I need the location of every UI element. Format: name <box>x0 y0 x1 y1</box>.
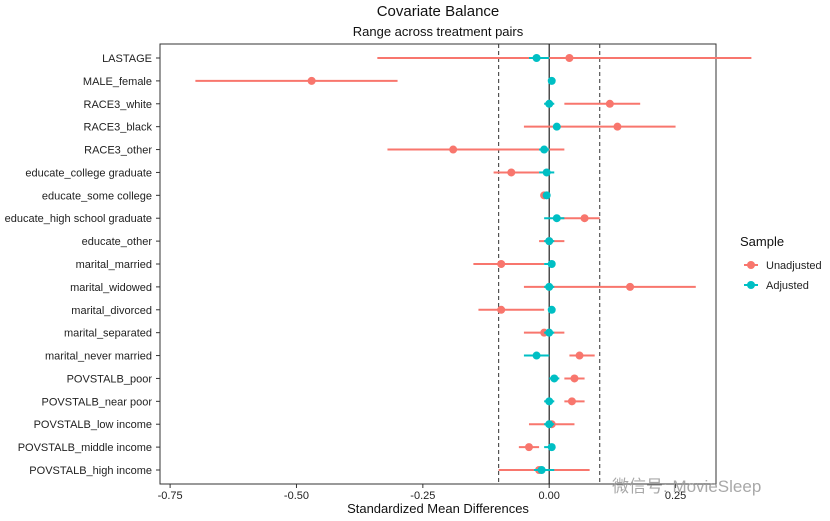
y-tick-label: POVSTALB_low income <box>34 419 152 431</box>
adjusted-point-6 <box>542 191 551 200</box>
unadjusted-point-4 <box>449 145 458 154</box>
adjusted-point-17 <box>547 443 556 452</box>
y-tick-label: POVSTALB_middle income <box>18 442 152 454</box>
adjusted-point-0 <box>532 54 541 62</box>
adjusted-point-9 <box>547 260 556 268</box>
unadjusted-point-0 <box>565 54 574 62</box>
y-tick-label: RACE3_other <box>84 145 152 157</box>
y-tick-label: POVSTALB_poor <box>67 373 153 385</box>
adjusted-point-18 <box>537 466 546 474</box>
unadjusted-point-14 <box>570 374 579 383</box>
adjusted-point-12 <box>545 328 554 337</box>
adjusted-point-15 <box>545 397 554 406</box>
unadjusted-point-13 <box>575 351 584 360</box>
adjusted-point-7 <box>552 214 561 223</box>
y-axis-labels: LASTAGE MALE_female RACE3_white RACE3_black… <box>5 53 160 477</box>
y-tick-label: marital_never married <box>45 351 152 363</box>
unadjusted-point-10 <box>626 282 635 291</box>
chart-title: Covariate Balance <box>377 3 500 20</box>
adjusted-point-8 <box>545 237 554 246</box>
y-tick-label: marital_separated <box>64 328 152 340</box>
legend-key-dot-0 <box>747 261 755 269</box>
watermark: 微信号: MovieSleep <box>612 477 761 496</box>
unadjusted-point-3 <box>613 122 622 131</box>
y-tick-label: educate_some college <box>42 190 152 202</box>
y-tick-label: MALE_female <box>83 76 152 88</box>
legend: Sample Unadjusted Adjusted <box>740 234 822 292</box>
unadjusted-point-5 <box>507 168 516 177</box>
data-marks <box>195 54 752 474</box>
y-tick-label: POVSTALB_high income <box>29 465 152 477</box>
x-axis-title: Standardized Mean Differences <box>347 501 529 516</box>
adjusted-point-16 <box>545 420 554 429</box>
legend-title: Sample <box>740 234 784 249</box>
x-tick-label: 0.00 <box>538 490 559 502</box>
x-axis-ticks: -0.75 -0.50 -0.25 0.00 0.25 <box>158 484 686 502</box>
plot-panel <box>159 43 717 485</box>
y-tick-label: marital_divorced <box>71 305 152 317</box>
adjusted-point-4 <box>540 145 549 154</box>
x-tick-label: -0.50 <box>284 490 309 502</box>
adjusted-point-1 <box>547 76 556 85</box>
legend-label-0: Unadjusted <box>766 260 822 272</box>
unadjusted-point-15 <box>567 397 576 406</box>
adjusted-point-13 <box>532 351 541 360</box>
legend-label-1: Adjusted <box>766 280 809 292</box>
y-tick-label: educate_other <box>82 236 153 248</box>
y-tick-label: marital_married <box>76 259 152 271</box>
y-tick-label: LASTAGE <box>102 53 152 65</box>
x-tick-label: -0.75 <box>158 490 183 502</box>
adjusted-point-10 <box>545 282 554 291</box>
y-tick-label: marital_widowed <box>70 282 152 294</box>
adjusted-point-3 <box>552 122 561 131</box>
unadjusted-point-11 <box>497 305 506 314</box>
y-tick-label: RACE3_white <box>84 99 152 111</box>
x-tick-label: -0.25 <box>410 490 435 502</box>
unadjusted-point-7 <box>580 214 589 223</box>
y-tick-label: educate_college graduate <box>25 167 152 179</box>
adjusted-point-11 <box>547 305 556 314</box>
unadjusted-point-17 <box>524 443 533 452</box>
adjusted-point-5 <box>542 168 551 177</box>
y-tick-label: POVSTALB_near poor <box>42 396 153 408</box>
chart-subtitle: Range across treatment pairs <box>353 24 524 39</box>
adjusted-point-2 <box>545 99 554 108</box>
y-tick-label: educate_high school graduate <box>5 213 152 225</box>
unadjusted-point-2 <box>605 99 614 108</box>
unadjusted-point-1 <box>307 76 316 85</box>
y-tick-label: RACE3_black <box>84 122 153 134</box>
legend-key-dot-1 <box>747 281 755 289</box>
unadjusted-point-9 <box>497 260 506 268</box>
adjusted-point-14 <box>550 374 559 383</box>
x-tick-label: 0.25 <box>665 490 686 502</box>
